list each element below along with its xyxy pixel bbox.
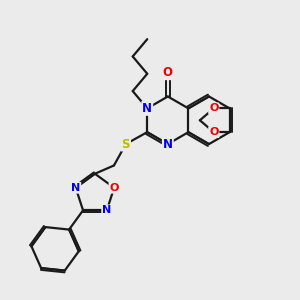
Text: O: O xyxy=(209,103,218,113)
Text: O: O xyxy=(209,127,218,137)
Text: N: N xyxy=(71,183,80,193)
Text: N: N xyxy=(102,205,111,215)
Text: O: O xyxy=(163,66,173,79)
Text: O: O xyxy=(110,183,119,193)
Text: N: N xyxy=(163,138,173,151)
Text: N: N xyxy=(142,102,152,115)
Text: S: S xyxy=(122,138,130,151)
